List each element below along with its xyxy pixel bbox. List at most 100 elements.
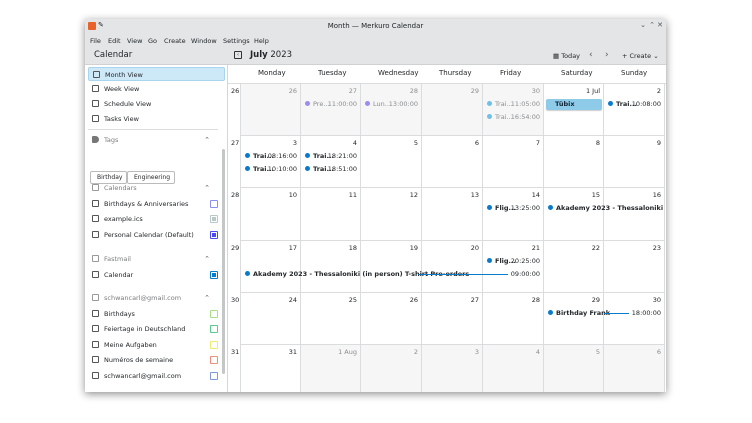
day-cell[interactable]: 20 <box>422 240 483 293</box>
collapse-icon[interactable]: ⌃ <box>204 184 210 192</box>
sidebar-scrollbar[interactable] <box>222 149 225 374</box>
menu-go[interactable]: Go <box>148 37 158 45</box>
day-cell[interactable]: 24 <box>241 292 301 345</box>
menu-window[interactable]: Window <box>191 37 217 45</box>
day-cell[interactable]: 22 <box>544 240 604 293</box>
menu-create[interactable]: Create <box>164 37 186 45</box>
color-swatch[interactable] <box>210 215 218 223</box>
sidebar-item-week-view[interactable]: Week View <box>88 82 225 96</box>
calendar-item[interactable]: schwancarl@gmail.com <box>88 369 225 383</box>
color-swatch[interactable] <box>210 309 218 318</box>
event[interactable]: Birthday Frank 18:00:00 <box>546 308 663 319</box>
tag-chip[interactable]: Engineering <box>127 171 175 184</box>
day-cell[interactable]: 1 Jul <box>544 84 604 137</box>
collapse-icon[interactable]: ⌃ <box>204 255 210 263</box>
event-tübix[interactable]: Tübix <box>546 99 602 110</box>
calendar-item[interactable]: Calendar <box>88 268 225 282</box>
group-header-1[interactable]: Fastmail ⌃ <box>88 252 214 266</box>
close-icon[interactable]: ✕ <box>657 21 663 29</box>
group-header-0[interactable]: Calendars ⌃ <box>88 181 214 195</box>
event[interactable]: Trai... 16:54:00 <box>485 112 542 123</box>
day-cell[interactable]: 28 <box>483 292 544 345</box>
day-cell[interactable]: 5 <box>361 136 422 189</box>
event[interactable]: Akademy 2023 - Thessaloniki (in person) <box>546 203 663 214</box>
maximize-icon[interactable]: ⌃ <box>649 21 655 29</box>
day-cell[interactable]: 29 <box>422 84 483 137</box>
day-cell[interactable]: 7 <box>483 136 544 189</box>
calendar-item[interactable]: Feiertage in Deutschland <box>88 322 225 336</box>
day-cell[interactable]: 12 <box>361 188 422 241</box>
tags-header[interactable]: Tags ⌃ <box>88 133 214 147</box>
calendar-item[interactable]: Personal Calendar (Default) <box>88 228 225 242</box>
toggle-sidebar-icon[interactable]: ‹ <box>234 51 242 59</box>
event[interactable]: Trai... 11:05:00 <box>485 99 542 110</box>
calendar-item[interactable]: Birthdays <box>88 307 225 321</box>
color-swatch[interactable] <box>210 270 218 279</box>
color-swatch[interactable] <box>210 325 218 333</box>
day-cell[interactable]: 1 Aug <box>301 345 361 392</box>
day-cell[interactable]: 18 <box>301 240 361 293</box>
day-cell[interactable]: 19 <box>361 240 422 293</box>
day-cell[interactable]: 29 <box>544 292 604 345</box>
day-cell[interactable]: 4 <box>483 345 544 392</box>
color-swatch[interactable] <box>210 199 218 208</box>
color-swatch[interactable] <box>210 371 218 380</box>
day-cell[interactable]: 26 <box>241 84 301 137</box>
tag-chip[interactable]: Birthday <box>90 171 128 184</box>
collapse-icon[interactable]: ⌃ <box>204 136 210 144</box>
day-cell[interactable]: 23 <box>604 240 665 293</box>
next-button[interactable]: › <box>605 50 609 60</box>
day-cell[interactable]: 4 <box>301 136 361 189</box>
event[interactable]: Flig... 13:25:00 <box>485 203 542 214</box>
day-cell[interactable]: 21 <box>483 240 544 293</box>
day-cell[interactable]: 2 <box>361 345 422 392</box>
pin-icon[interactable]: ✎ <box>98 21 104 29</box>
day-cell[interactable]: 11 <box>301 188 361 241</box>
day-cell[interactable]: 27 <box>422 292 483 345</box>
group-header-2[interactable]: schwancarl@gmail.com ⌃ <box>88 291 214 305</box>
today-button[interactable]: ▦ Today <box>553 52 581 60</box>
day-cell[interactable]: 3 <box>241 136 301 189</box>
event[interactable]: Trai... 10:10:00 <box>243 164 299 175</box>
day-cell[interactable]: 26 <box>361 292 422 345</box>
day-cell[interactable]: 27 <box>301 84 361 137</box>
day-cell[interactable]: 5 <box>544 345 604 392</box>
menu-view[interactable]: View <box>127 37 143 45</box>
minimize-icon[interactable]: ⌄ <box>640 21 646 29</box>
collapse-icon[interactable]: ⌃ <box>204 294 210 302</box>
calendar-item[interactable]: example.ics <box>88 212 225 226</box>
calendar-item[interactable]: Birthdays & Anniversaries <box>88 197 225 211</box>
sidebar-item-month-view[interactable]: Month View <box>88 67 225 81</box>
day-cell[interactable]: 31 <box>241 345 301 392</box>
color-swatch[interactable] <box>210 356 218 364</box>
day-cell[interactable]: 2 <box>604 84 665 137</box>
event[interactable]: Trai... 10:08:00 <box>606 99 663 110</box>
menu-settings[interactable]: Settings <box>223 37 250 45</box>
day-cell[interactable]: 15 <box>544 188 604 241</box>
event[interactable]: Trai... 18:21:00 <box>303 151 359 162</box>
day-cell[interactable]: 8 <box>544 136 604 189</box>
event[interactable]: Lun... 13:00:00 <box>363 99 420 110</box>
day-cell[interactable]: 10 <box>241 188 301 241</box>
menu-edit[interactable]: Edit <box>108 37 121 45</box>
day-cell[interactable]: 13 <box>422 188 483 241</box>
color-swatch[interactable] <box>210 230 218 239</box>
sidebar-item-tasks-view[interactable]: Tasks View <box>88 112 225 126</box>
calendar-item[interactable]: Numéros de semaine <box>88 353 225 367</box>
day-cell[interactable]: 17 <box>241 240 301 293</box>
day-cell[interactable]: 14 <box>483 188 544 241</box>
menu-help[interactable]: Help <box>254 37 269 45</box>
day-cell[interactable]: 30 <box>604 292 665 345</box>
sidebar-item-schedule-view[interactable]: Schedule View <box>88 97 225 111</box>
previous-button[interactable]: ‹ <box>589 50 593 60</box>
day-cell[interactable]: 6 <box>604 345 665 392</box>
event[interactable]: Akademy 2023 - Thessaloniki (in person) … <box>243 269 542 280</box>
day-cell[interactable]: 3 <box>422 345 483 392</box>
day-cell[interactable]: 30 <box>483 84 544 137</box>
day-cell[interactable]: 16 <box>604 188 665 241</box>
color-swatch[interactable] <box>210 340 218 349</box>
event[interactable]: Flig... 20:25:00 <box>485 256 542 267</box>
menu-file[interactable]: File <box>90 37 101 45</box>
create-button[interactable]: + Create ⌄ <box>622 52 659 60</box>
event[interactable]: Trai... 08:16:00 <box>243 151 299 162</box>
